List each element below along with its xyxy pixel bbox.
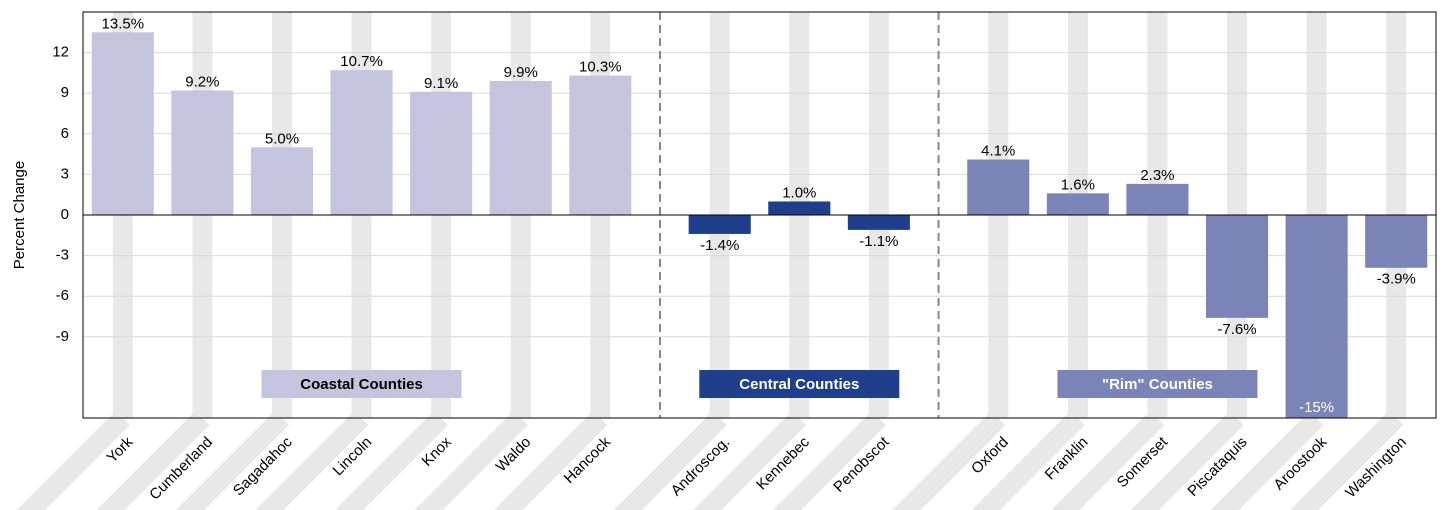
value-label: 2.3% — [1140, 167, 1174, 184]
value-label: -1.4% — [700, 237, 739, 254]
bar — [569, 75, 632, 216]
value-label: 9.2% — [185, 73, 219, 90]
y-tick-label: -6 — [56, 287, 69, 304]
value-label: 5.0% — [265, 130, 299, 147]
bar — [1205, 215, 1269, 318]
bar — [1126, 183, 1189, 215]
stripe — [16, 410, 130, 510]
value-label: -1.1% — [859, 233, 898, 250]
value-label: 1.6% — [1061, 176, 1095, 193]
bar — [967, 159, 1030, 215]
value-label: 10.7% — [340, 53, 383, 70]
y-tick-label: -9 — [56, 328, 69, 345]
group-label: Central Counties — [739, 376, 859, 393]
bar — [768, 201, 831, 215]
bar — [489, 81, 552, 216]
value-label: -7.6% — [1217, 321, 1256, 338]
bar — [1365, 215, 1428, 268]
value-label: 10.3% — [579, 59, 622, 76]
bar — [688, 215, 751, 234]
bar — [250, 147, 314, 215]
value-label: -15% — [1299, 399, 1334, 416]
value-label: 1.0% — [782, 184, 816, 201]
y-tick-label: 6 — [61, 125, 69, 142]
group-label-box — [1057, 370, 1258, 398]
y-tick-label: -3 — [56, 247, 69, 264]
group-label: "Rim" Counties — [1102, 376, 1213, 393]
group-label-box — [261, 370, 462, 398]
value-label: 9.1% — [424, 75, 458, 92]
value-label: 4.1% — [981, 142, 1015, 159]
y-tick-label: 0 — [61, 206, 69, 223]
bar — [330, 70, 393, 216]
bar — [410, 91, 473, 215]
y-tick-label: 9 — [61, 84, 69, 101]
y-tick-label: 3 — [61, 165, 69, 182]
bar — [91, 32, 154, 215]
group-label-box — [699, 370, 900, 398]
bar — [1046, 193, 1109, 215]
y-axis-label: Percent Change — [11, 161, 28, 269]
y-tick-label: 12 — [52, 44, 69, 61]
bar — [171, 90, 234, 215]
group-label: Coastal Counties — [300, 376, 423, 393]
value-label: 9.9% — [504, 64, 538, 81]
bar — [1285, 215, 1348, 418]
bar — [847, 215, 910, 230]
value-label: 13.5% — [102, 15, 145, 32]
value-label: -3.9% — [1377, 271, 1416, 288]
background-stripes — [16, 12, 1407, 510]
